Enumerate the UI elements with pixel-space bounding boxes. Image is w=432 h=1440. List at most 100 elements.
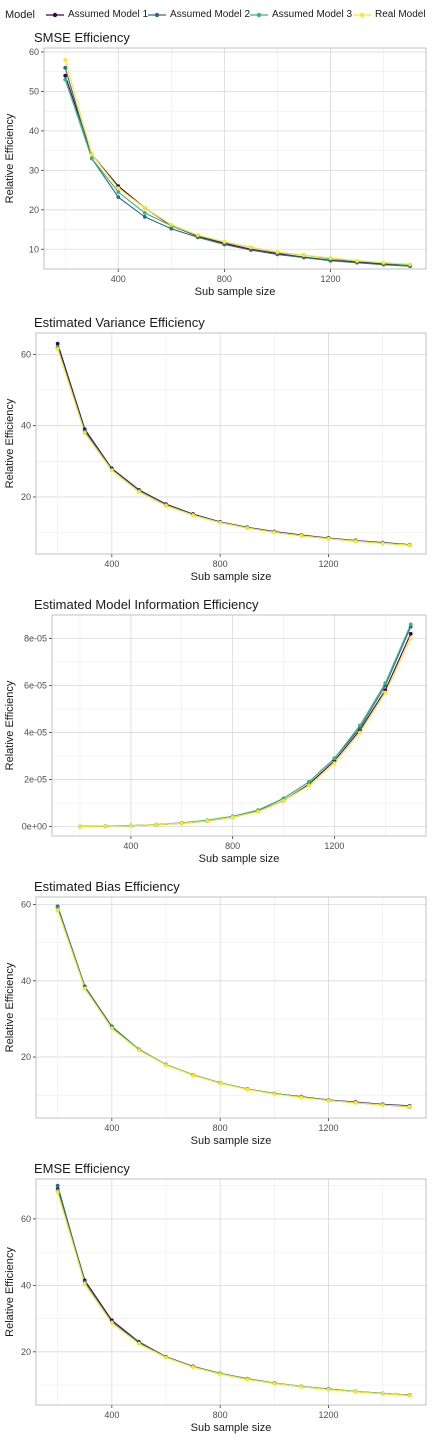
- data-point-real-model: [142, 205, 147, 210]
- plot-border: [35, 332, 427, 555]
- data-point-real-model: [355, 258, 359, 263]
- data-point-assumed-model-2: [116, 195, 121, 200]
- data-point-real-model: [169, 222, 174, 227]
- plot-border: [35, 1178, 427, 1406]
- y-tick-label: 20: [21, 1052, 31, 1062]
- legend-label: Assumed Model 1: [68, 9, 149, 20]
- data-point-assumed-model-3: [408, 622, 413, 627]
- data-point-real-model: [380, 1391, 385, 1396]
- data-point-assumed-model-2: [142, 215, 147, 219]
- y-tick-label: 20: [21, 492, 31, 502]
- series-line-real-model: [57, 910, 410, 1108]
- y-tick-label: 30: [29, 165, 39, 175]
- series-line-assumed-model-1: [64, 75, 411, 266]
- data-point-real-model: [332, 761, 337, 766]
- plot-background: [36, 897, 426, 1118]
- data-point-real-model: [326, 1387, 331, 1392]
- legend: Model Assumed Model 1 Assumed Model 2 As…: [0, 0, 432, 32]
- data-point-real-model: [109, 1026, 114, 1031]
- data-point-real-model: [195, 233, 200, 237]
- plot-background: [44, 48, 426, 269]
- data-point-real-model: [272, 530, 277, 535]
- data-point-real-model: [299, 533, 304, 538]
- x-axis-label: Sub sample size: [195, 286, 276, 298]
- data-point-real-model: [164, 1355, 168, 1360]
- x-axis-label: Sub sample size: [191, 1135, 272, 1147]
- plot-border: [51, 614, 427, 837]
- data-point-assumed-model-2: [249, 248, 253, 252]
- data-point-assumed-model-2: [55, 1183, 60, 1188]
- y-axis-label: Relative Efficiency: [4, 398, 16, 488]
- y-tick-label: 40: [21, 1280, 31, 1290]
- data-point-real-model: [128, 823, 133, 828]
- data-point-real-model: [353, 1100, 358, 1105]
- series-line-real-model: [57, 348, 410, 546]
- y-tick-label: 60: [21, 1214, 31, 1224]
- data-point-real-model: [82, 430, 87, 435]
- data-point-real-model: [89, 152, 94, 157]
- x-tick-label: 1200: [324, 841, 344, 851]
- legend-item-real-model: Real Model: [353, 9, 426, 20]
- data-point-real-model: [407, 1104, 412, 1109]
- chart-title: EMSE Efficiency: [34, 1161, 130, 1176]
- chart-panel-emse-efficiency: EMSE Efficiency 400 800 1200 20 40 60 Sub sampl…: [0, 1159, 432, 1440]
- x-tick-label: 1200: [318, 559, 338, 569]
- x-tick-label: 800: [213, 1410, 228, 1420]
- data-point-real-model: [245, 526, 250, 530]
- data-point-real-model: [78, 824, 82, 829]
- legend-key-icon: [148, 10, 166, 20]
- data-point-assumed-model-2: [169, 226, 174, 231]
- data-point-real-model: [272, 1092, 277, 1096]
- data-point-real-model: [275, 250, 280, 254]
- data-point-assumed-model-3: [357, 723, 362, 728]
- y-tick-label: 10: [29, 244, 39, 254]
- data-point-real-model: [179, 821, 184, 826]
- chart-svg: SMSE Efficiency 400 800 1200 10 20 30 40 50 60 Sub…: [4, 32, 427, 298]
- y-tick-label: 60: [29, 47, 39, 57]
- legend-label: Real Model: [375, 9, 426, 20]
- legend-key-icon: [353, 10, 371, 20]
- data-point-real-model: [383, 690, 388, 695]
- data-point-real-model: [380, 1103, 385, 1107]
- data-point-real-model: [205, 819, 210, 823]
- data-point-real-model: [408, 262, 412, 267]
- y-tick-label: 40: [29, 126, 39, 136]
- data-point-assumed-model-3: [116, 190, 121, 194]
- data-point-real-model: [137, 489, 141, 494]
- x-tick-label: 800: [225, 841, 240, 851]
- data-point-real-model: [245, 1377, 250, 1382]
- data-point-real-model: [299, 1384, 304, 1389]
- y-tick-label: 50: [29, 86, 39, 96]
- plot-border: [35, 896, 427, 1119]
- y-tick-label: 8e-05: [24, 634, 47, 644]
- legend-key-icon: [46, 10, 64, 20]
- series-line-real-model: [57, 1192, 410, 1396]
- data-point-real-model: [218, 520, 223, 525]
- plot-background: [52, 615, 426, 836]
- x-tick-label: 800: [217, 274, 232, 284]
- y-tick-label: 4e-05: [24, 728, 47, 738]
- data-point-assumed-model-1: [408, 631, 413, 636]
- plot-background: [36, 1179, 426, 1405]
- data-point-real-model: [299, 1095, 304, 1100]
- chart-title: Estimated Bias Efficiency: [34, 879, 180, 894]
- data-point-real-model: [380, 541, 385, 546]
- data-point-real-model: [137, 1341, 141, 1346]
- data-point-real-model: [222, 239, 227, 244]
- x-tick-label: 800: [213, 559, 228, 569]
- data-point-assumed-model-3: [63, 77, 68, 82]
- y-tick-label: 60: [21, 900, 31, 910]
- data-point-real-model: [272, 1381, 277, 1386]
- x-tick-label: 400: [111, 274, 126, 284]
- chart-title: Estimated Variance Efficiency: [34, 315, 205, 330]
- chart-panel-estimated-model-information-efficiency: Estimated Model Information Efficiency 40…: [0, 595, 432, 871]
- data-point-real-model: [116, 186, 121, 190]
- y-tick-label: 20: [21, 1347, 31, 1357]
- series-line-real-model: [64, 59, 411, 265]
- data-point-real-model: [245, 1087, 250, 1092]
- x-tick-label: 1200: [318, 1123, 338, 1133]
- data-point-real-model: [55, 347, 60, 351]
- data-point-real-model: [137, 1048, 141, 1053]
- y-tick-label: 2e-05: [24, 775, 47, 785]
- chart-title: Estimated Model Information Efficiency: [34, 597, 259, 612]
